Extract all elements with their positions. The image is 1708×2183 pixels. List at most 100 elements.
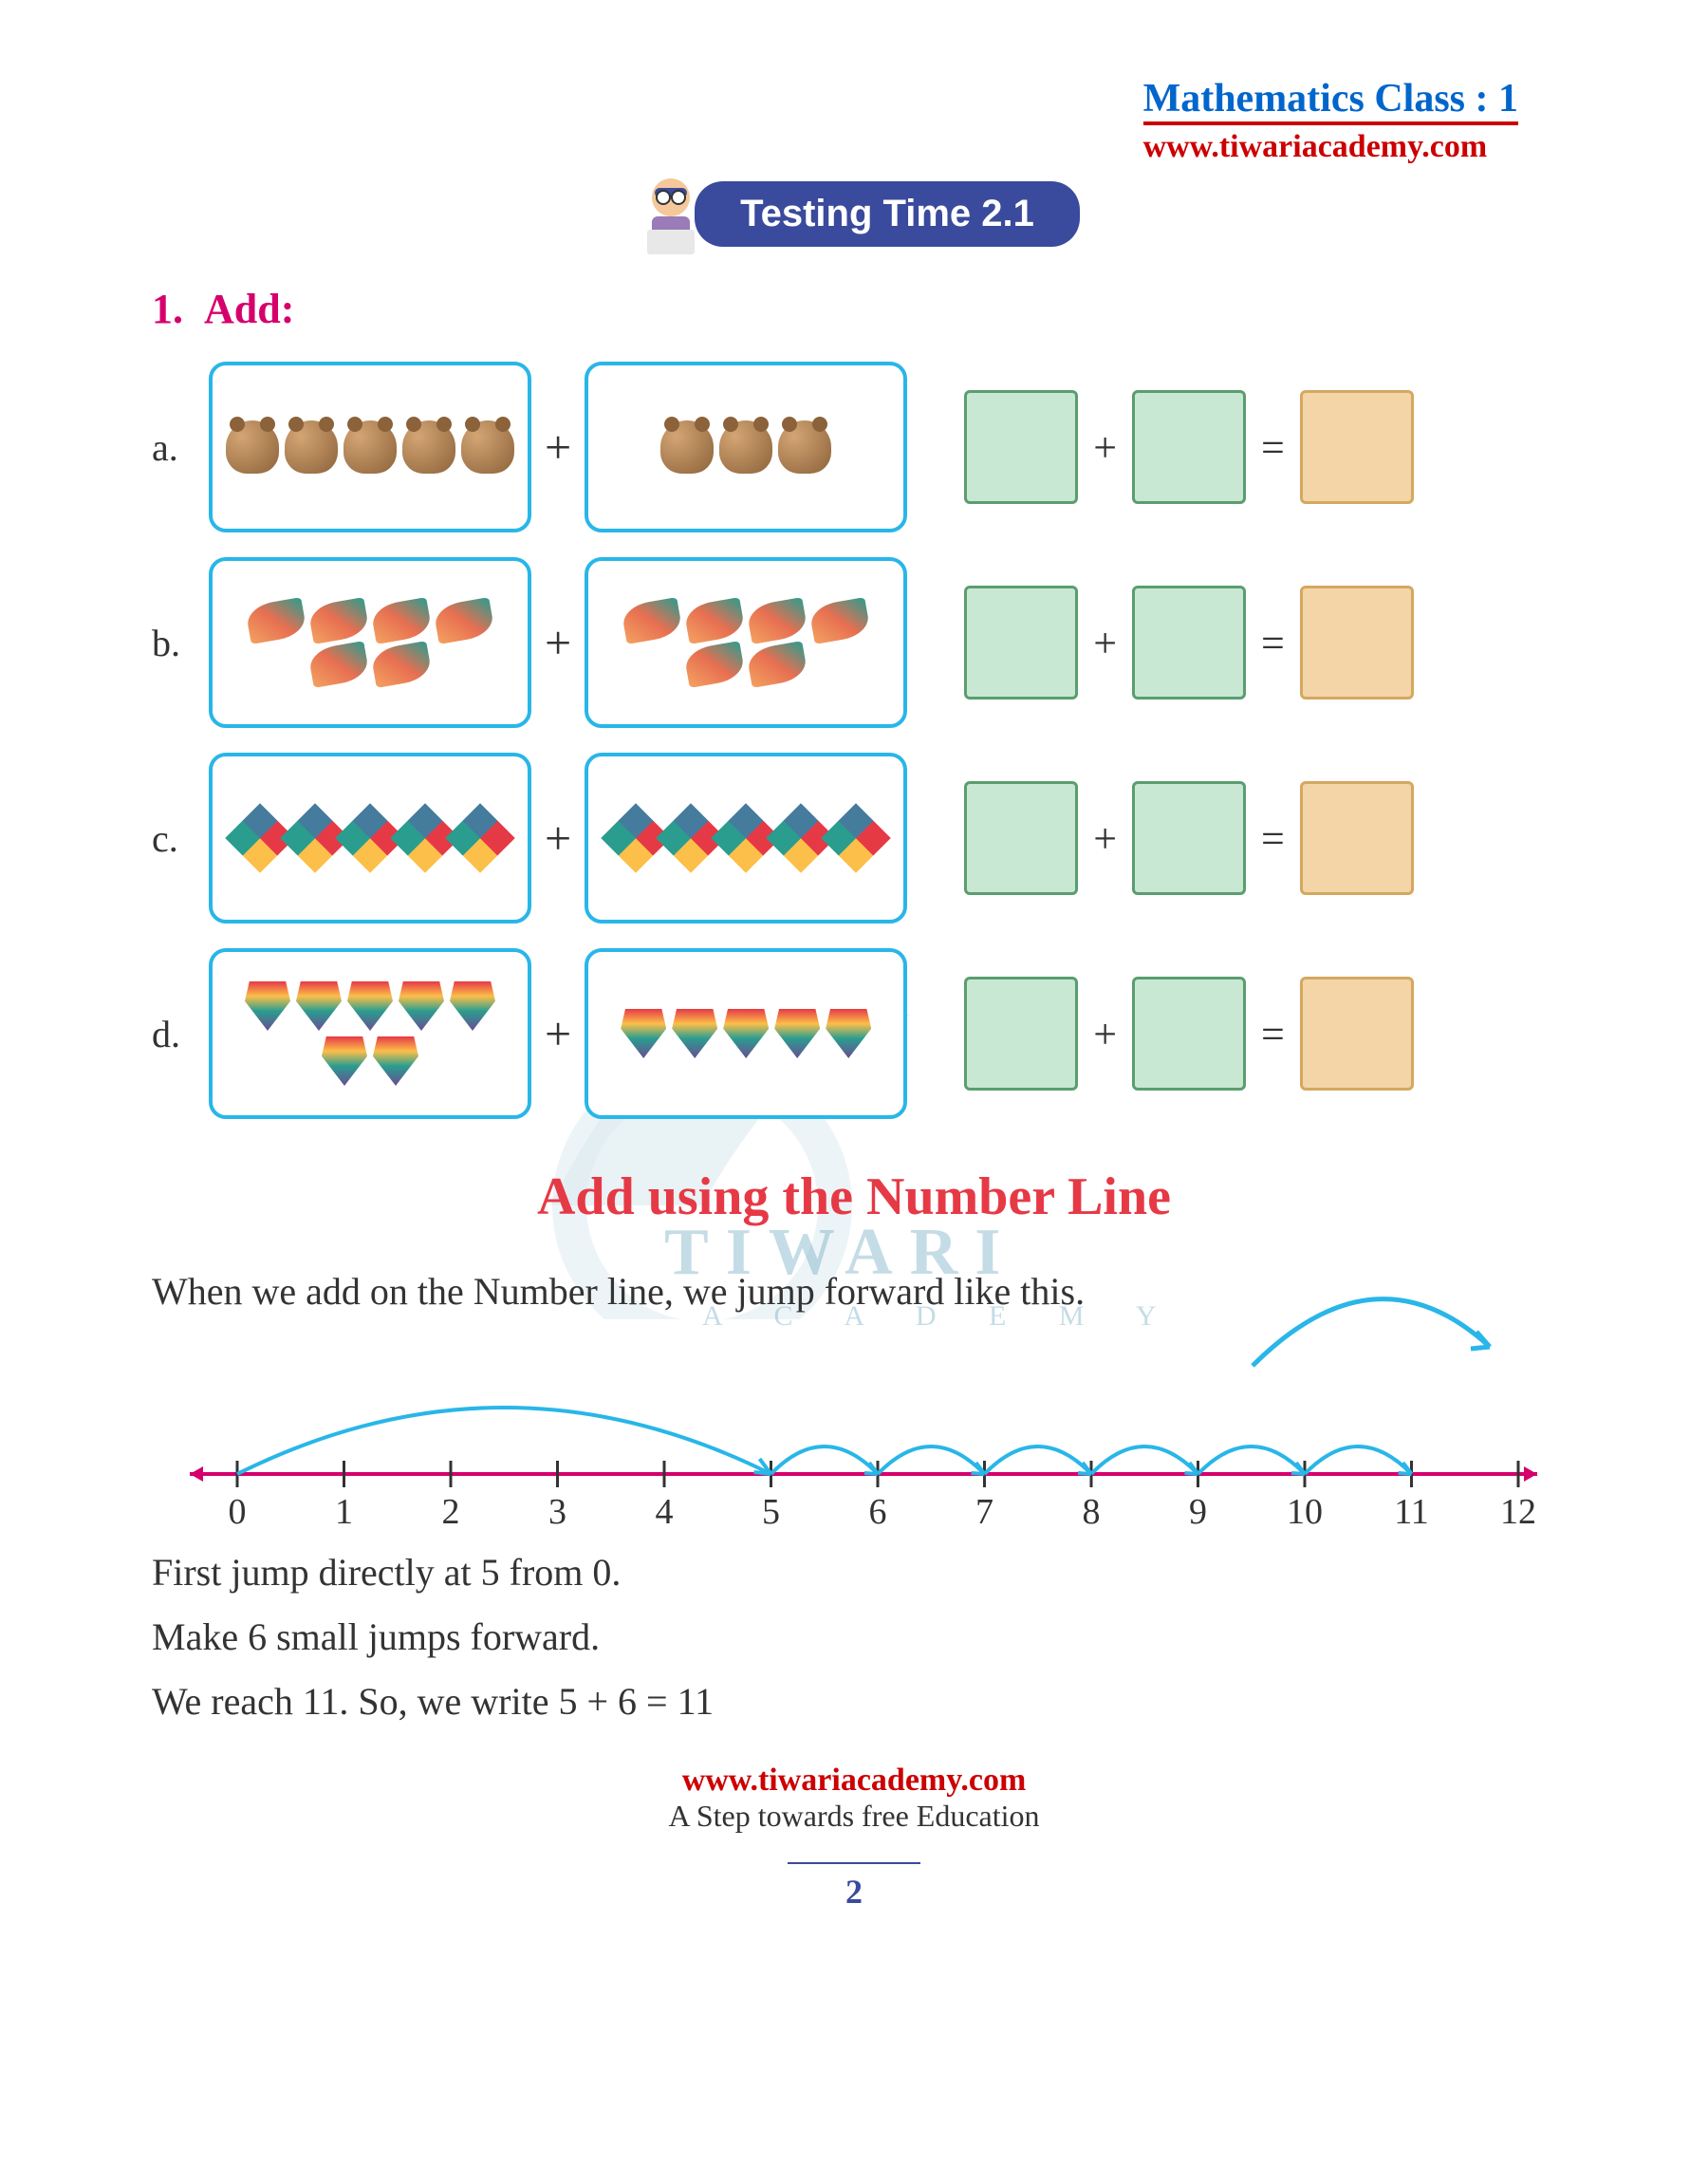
svg-text:1: 1 xyxy=(335,1492,353,1532)
top-icon xyxy=(347,981,393,1031)
picture-box-left xyxy=(209,753,531,924)
plus-icon: + xyxy=(1093,619,1117,667)
svg-text:2: 2 xyxy=(442,1492,460,1532)
top-icon xyxy=(245,981,290,1031)
picture-box-left xyxy=(209,362,531,532)
answer-box-1[interactable] xyxy=(964,781,1078,895)
plus-icon: + xyxy=(1093,1010,1117,1058)
fish-icon xyxy=(746,641,808,688)
row-letter: c. xyxy=(152,816,209,861)
equals-icon: = xyxy=(1261,814,1285,863)
q-label: Add: xyxy=(204,286,294,332)
body-line-2: Make 6 small jumps forward. xyxy=(152,1605,1556,1670)
svg-text:7: 7 xyxy=(975,1492,993,1532)
page-number: 2 xyxy=(788,1862,920,1912)
answer-box-result[interactable] xyxy=(1300,586,1414,700)
plus-icon: + xyxy=(545,420,571,475)
class-title: Mathematics Class : 1 xyxy=(1143,76,1518,121)
section-title: Add using the Number Line xyxy=(152,1166,1556,1227)
bear-icon xyxy=(660,420,714,474)
fish-icon xyxy=(307,641,370,688)
svg-text:9: 9 xyxy=(1189,1492,1207,1532)
top-icon xyxy=(826,1009,871,1058)
answer-box-2[interactable] xyxy=(1132,586,1246,700)
fish-icon xyxy=(808,597,871,644)
fish-icon xyxy=(245,597,307,644)
fish-icon xyxy=(746,597,808,644)
answer-box-2[interactable] xyxy=(1132,781,1246,895)
picture-box-left xyxy=(209,948,531,1119)
top-icon xyxy=(322,1036,367,1086)
svg-text:6: 6 xyxy=(869,1492,887,1532)
equals-icon: = xyxy=(1261,1010,1285,1058)
body-line-3: We reach 11. So, we write 5 + 6 = 11 xyxy=(152,1670,1556,1734)
svg-text:8: 8 xyxy=(1083,1492,1101,1532)
top-icon xyxy=(774,1009,820,1058)
answer-group: + = xyxy=(964,781,1414,895)
answer-box-1[interactable] xyxy=(964,977,1078,1091)
answer-box-result[interactable] xyxy=(1300,390,1414,504)
bear-icon xyxy=(719,420,772,474)
fish-icon xyxy=(307,597,370,644)
top-icon xyxy=(672,1009,717,1058)
intro-text: When we add on the Number line, we jump … xyxy=(152,1261,1148,1322)
plus-icon: + xyxy=(1093,814,1117,863)
plus-icon: + xyxy=(545,615,571,670)
answer-box-result[interactable] xyxy=(1300,781,1414,895)
top-icon xyxy=(723,1009,769,1058)
kite-icon xyxy=(821,803,891,873)
picture-box-right xyxy=(585,948,907,1119)
bear-icon xyxy=(343,420,397,474)
question-heading: 1. Add: xyxy=(152,285,1556,333)
problems: a. + + = b. + + = c. + + xyxy=(152,362,1556,1119)
svg-text:12: 12 xyxy=(1500,1492,1536,1532)
header: Mathematics Class : 1 www.tiwariacademy.… xyxy=(1143,76,1518,165)
bear-icon xyxy=(778,420,831,474)
header-url: www.tiwariacademy.com xyxy=(1143,121,1518,165)
equals-icon: = xyxy=(1261,423,1285,472)
footer: www.tiwariacademy.com A Step towards fre… xyxy=(152,1763,1556,1834)
fish-icon xyxy=(683,597,746,644)
number-line: 0123456789101112 xyxy=(152,1351,1556,1540)
picture-box-right xyxy=(585,753,907,924)
plus-icon: + xyxy=(545,811,571,866)
picture-box-right xyxy=(585,557,907,728)
bear-icon xyxy=(402,420,455,474)
row-letter: a. xyxy=(152,425,209,470)
svg-text:0: 0 xyxy=(229,1492,247,1532)
footer-tagline: A Step towards free Education xyxy=(152,1799,1556,1834)
picture-box-left xyxy=(209,557,531,728)
answer-box-2[interactable] xyxy=(1132,390,1246,504)
picture-box-right xyxy=(585,362,907,532)
svg-text:5: 5 xyxy=(762,1492,780,1532)
testing-badge: Testing Time 2.1 xyxy=(695,181,1080,247)
row-c: c. + + = xyxy=(152,753,1556,924)
bear-icon xyxy=(226,420,279,474)
fish-icon xyxy=(370,597,433,644)
equals-icon: = xyxy=(1261,619,1285,667)
row-a: a. + + = xyxy=(152,362,1556,532)
answer-box-2[interactable] xyxy=(1132,977,1246,1091)
fish-icon xyxy=(683,641,746,688)
top-icon xyxy=(450,981,495,1031)
answer-box-result[interactable] xyxy=(1300,977,1414,1091)
footer-url: www.tiwariacademy.com xyxy=(152,1763,1556,1799)
top-icon xyxy=(399,981,444,1031)
svg-text:4: 4 xyxy=(656,1492,674,1532)
body-line-1: First jump directly at 5 from 0. xyxy=(152,1540,1556,1605)
row-d: d. + + = xyxy=(152,948,1556,1119)
top-icon xyxy=(621,1009,666,1058)
mascot-icon xyxy=(628,171,714,256)
fish-icon xyxy=(433,597,495,644)
fish-icon xyxy=(621,597,683,644)
answer-group: + = xyxy=(964,586,1414,700)
bear-icon xyxy=(461,420,514,474)
answer-box-1[interactable] xyxy=(964,586,1078,700)
svg-text:3: 3 xyxy=(548,1492,566,1532)
row-b: b. + + = xyxy=(152,557,1556,728)
top-icon xyxy=(296,981,342,1031)
answer-group: + = xyxy=(964,977,1414,1091)
plus-icon: + xyxy=(545,1006,571,1061)
svg-text:11: 11 xyxy=(1394,1492,1429,1532)
answer-box-1[interactable] xyxy=(964,390,1078,504)
